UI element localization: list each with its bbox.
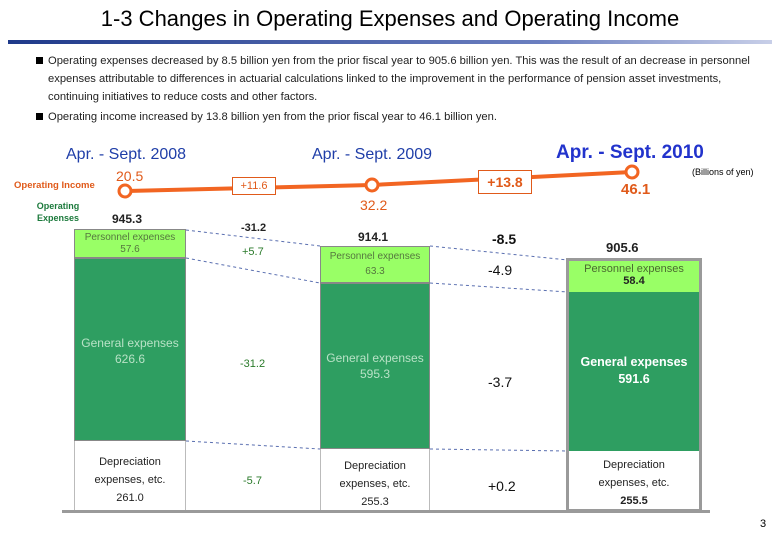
segment-value: 591.6 [618, 372, 650, 386]
bullet-text: Operating expenses decreased by 8.5 bill… [48, 55, 750, 103]
operating-income-value: 32.2 [360, 197, 388, 213]
segment-name: Personnel expenses [584, 263, 684, 275]
chart-baseline [62, 510, 710, 513]
segment-name: Personnel expenses [329, 251, 421, 262]
unit-label: (Billions of yen) [692, 167, 754, 177]
connector-line [429, 282, 569, 293]
bar-depreciation: Depreciation expenses, etc. 255.5 [569, 451, 699, 509]
segment-value: 595.3 [359, 367, 391, 381]
operating-income-value: 46.1 [621, 181, 651, 198]
page-title: 1-3 Changes in Operating Expenses and Op… [100, 6, 680, 31]
segment-value: 255.3 [361, 496, 389, 508]
income-change-box: +13.8 [478, 170, 532, 194]
title-rule [8, 40, 772, 44]
segment-name: General expenses [326, 351, 424, 365]
bar-personnel: Personnel expenses 63.3 [320, 246, 430, 283]
expenses-total: 945.3 [112, 212, 143, 226]
change-depreciation: -5.7 [243, 475, 262, 487]
period-label-2008: Apr. - Sept. 2008 [66, 146, 187, 163]
connector-line [429, 448, 569, 452]
segment-value: 58.4 [623, 275, 645, 287]
change-total: -8.5 [492, 231, 517, 247]
bar-depreciation: Depreciation expenses, etc. 255.3 [320, 449, 430, 510]
segment-name: Depreciation [99, 456, 161, 468]
change-total: -31.2 [241, 222, 267, 234]
change-depreciation: +0.2 [488, 478, 516, 494]
page-number: 3 [760, 518, 767, 530]
connector-line [185, 229, 321, 247]
connector-line [429, 245, 569, 261]
segment-name: expenses, etc. [598, 477, 670, 489]
segment-name: Personnel expenses [84, 232, 176, 243]
bar-general: General expenses 591.6 [569, 292, 699, 451]
bar-personnel: Personnel expenses 57.6 [74, 229, 186, 258]
income-change-box: +11.6 [232, 177, 276, 195]
income-point [364, 177, 380, 193]
change-general: -31.2 [240, 358, 266, 370]
expenses-total: 905.6 [606, 240, 639, 255]
bar-depreciation: Depreciation expenses, etc. 261.0 [74, 441, 186, 510]
bar-general: General expenses 595.3 [320, 283, 430, 449]
bar-personnel: Personnel expenses 58.4 [569, 261, 699, 292]
bullet-text: Operating income increased by 13.8 billi… [48, 111, 497, 123]
segment-name: Depreciation [344, 460, 406, 472]
segment-name: Depreciation [603, 459, 665, 471]
bullet-square-icon [36, 113, 43, 120]
connector-line [185, 440, 321, 450]
change-personnel: -4.9 [488, 262, 513, 278]
period-label-2010: Apr. - Sept. 2010 [556, 142, 704, 163]
segment-value: 261.0 [116, 492, 144, 504]
segment-name: expenses, etc. [94, 474, 166, 486]
segment-name: General expenses [580, 355, 688, 369]
expenses-total: 914.1 [358, 230, 389, 244]
change-general: -3.7 [488, 374, 513, 390]
bar-general: General expenses 626.6 [74, 258, 186, 441]
segment-value: 57.6 [120, 244, 140, 255]
operating-income-label: Operating Income [14, 180, 95, 191]
income-point [117, 183, 133, 199]
operating-expenses-label: Operating Expenses [36, 201, 80, 223]
segment-name: General expenses [81, 336, 179, 350]
connector-line [185, 257, 321, 284]
operating-income-value: 20.5 [116, 168, 144, 184]
segment-value: 255.5 [620, 495, 648, 507]
change-personnel: +5.7 [242, 246, 264, 258]
bullet-square-icon [36, 57, 43, 64]
segment-name: expenses, etc. [339, 478, 411, 490]
bullet-income: Operating income increased by 13.8 billi… [36, 108, 758, 126]
segment-value: 626.6 [114, 352, 146, 366]
segment-value: 63.3 [365, 266, 385, 277]
period-label-2009: Apr. - Sept. 2009 [312, 146, 433, 163]
bullet-expenses: Operating expenses decreased by 8.5 bill… [36, 52, 758, 106]
income-point [624, 164, 640, 180]
